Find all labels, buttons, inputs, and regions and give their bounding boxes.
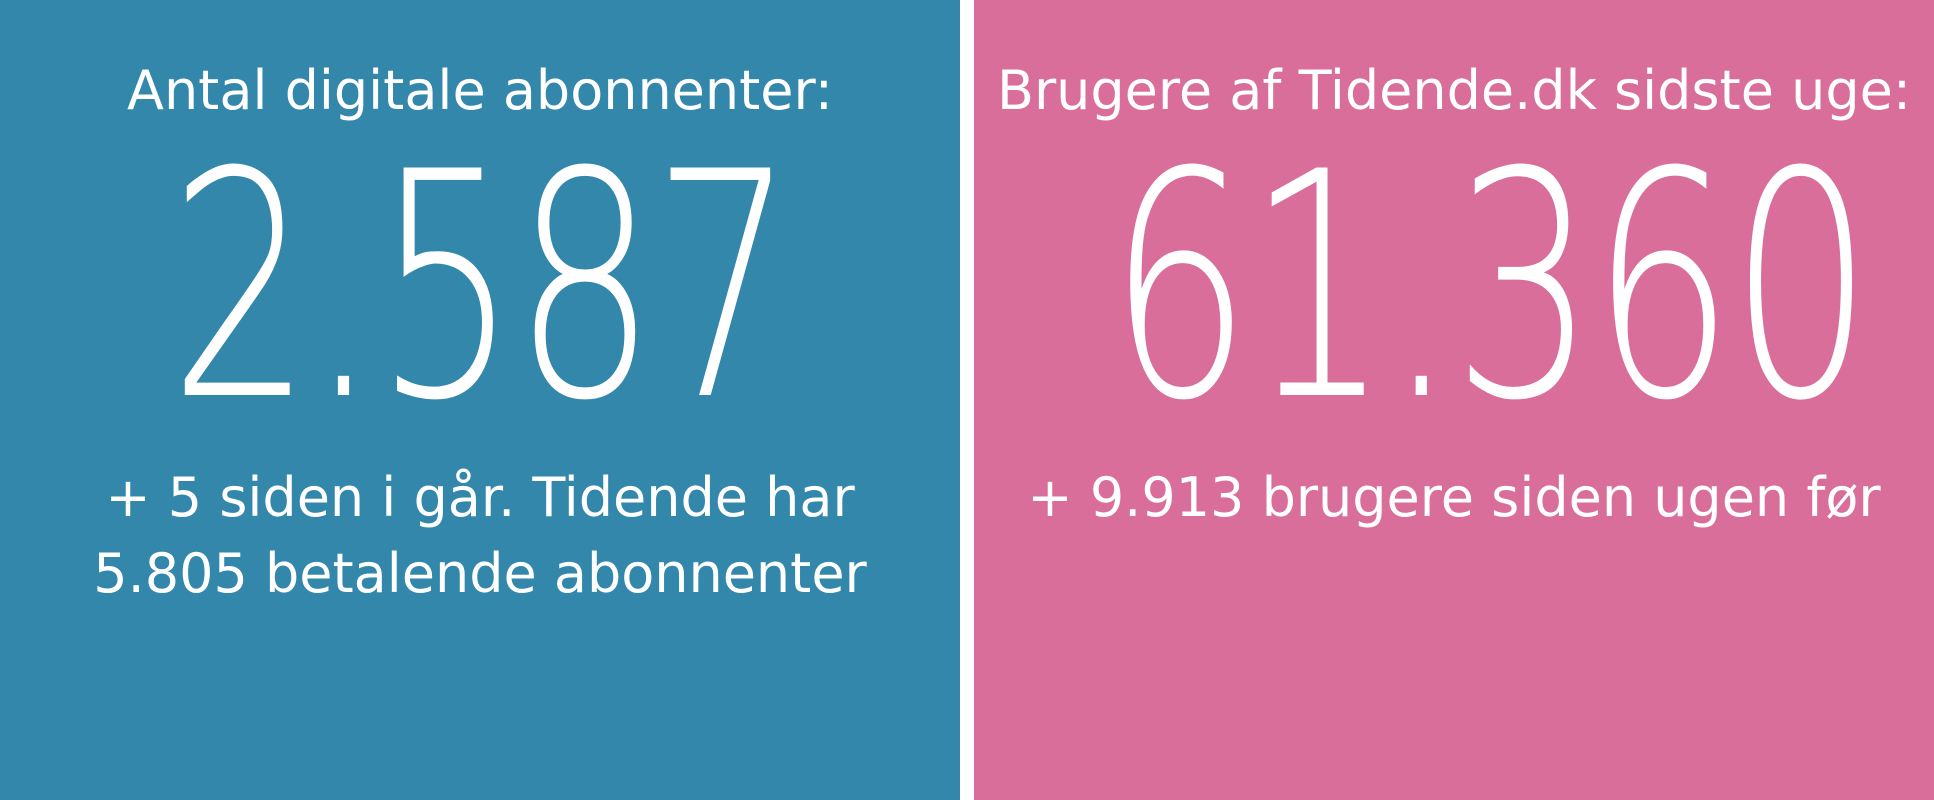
weekly-users-heading: Brugere af Tidende.dk sidste uge: [996,59,1912,122]
digital-subscribers-heading: Antal digitale abonnenter: [127,59,833,122]
digital-subscribers-change: + 5 siden i går. Tidende har [105,466,855,529]
weekly-users-details: + 9.913 brugere siden ugen før [974,460,1934,536]
digital-subscribers-count: 2.587 [169,105,795,469]
weekly-users-change: + 9.913 brugere siden ugen før [1027,466,1881,529]
weekly-users-panel: Brugere af Tidende.dk sidste uge: 61.360… [974,0,1934,800]
digital-subscribers-details: + 5 siden i går. Tidende har 5.805 betal… [0,460,960,612]
weekly-users-count: 61.360 [1108,105,1872,469]
digital-subscribers-panel: Antal digitale abonnenter: 2.587 + 5 sid… [0,0,960,800]
paying-subscribers-count: 5.805 betalende abonnenter [93,542,867,605]
